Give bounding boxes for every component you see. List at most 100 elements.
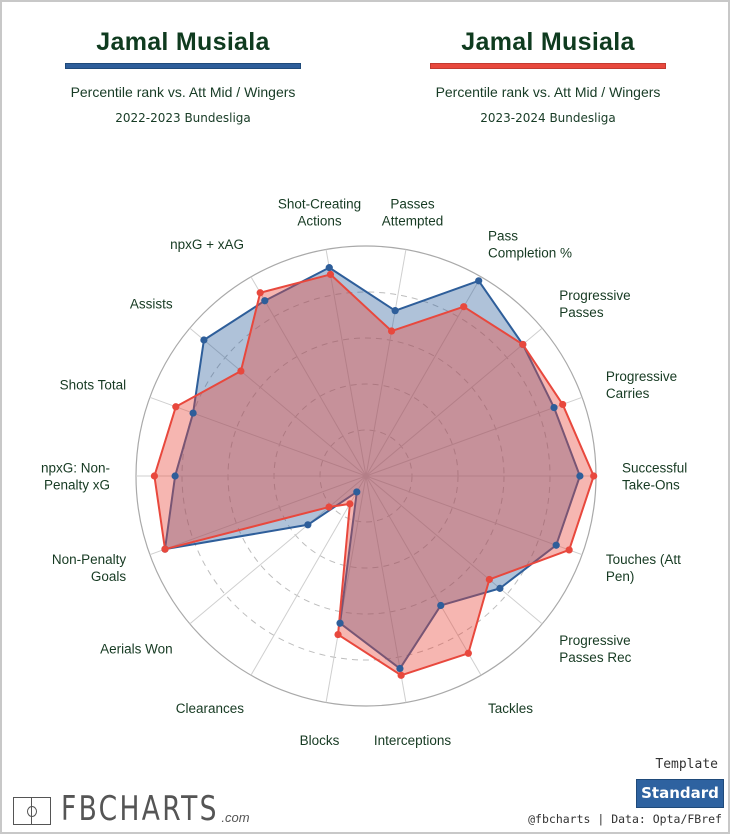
data-point bbox=[200, 336, 208, 344]
data-point bbox=[237, 367, 245, 375]
axis-spoke bbox=[365, 475, 543, 625]
axis-label: Non-Penalty Goals bbox=[52, 552, 127, 584]
axis-label-line: Touches (Att bbox=[606, 552, 681, 567]
axis-label: Touches (Att Pen) bbox=[606, 552, 681, 584]
pitch-icon bbox=[13, 797, 51, 825]
axis-spoke bbox=[189, 475, 367, 625]
right-series-color-bar bbox=[430, 63, 666, 69]
axis-spoke bbox=[250, 276, 367, 477]
axis-label-line: Aerials Won bbox=[100, 641, 173, 656]
axis-label: Shots Total bbox=[60, 377, 127, 392]
axis-label-line: Progressive bbox=[606, 369, 677, 384]
axis-label-line: Take-Ons bbox=[622, 478, 680, 493]
data-point bbox=[391, 307, 399, 315]
axis-label: Tackles bbox=[488, 701, 533, 716]
data-point bbox=[576, 472, 584, 480]
axis-spoke bbox=[365, 475, 482, 676]
axis-spoke bbox=[365, 276, 482, 477]
right-subtitle: Percentile rank vs. Att Mid / Wingers bbox=[435, 84, 661, 100]
axis-spoke bbox=[365, 327, 543, 477]
data-point bbox=[346, 500, 354, 508]
data-credit: @fbcharts | Data: Opta/FBref bbox=[528, 812, 722, 826]
data-point bbox=[261, 297, 269, 305]
axis-label-line: Pen) bbox=[606, 569, 635, 584]
axis-spoke bbox=[250, 475, 367, 676]
right-season: 2023-2024 Bundesliga bbox=[480, 111, 616, 125]
axis-label-line: Interceptions bbox=[374, 733, 452, 748]
fbcharts-logo: FBCHARTS .com bbox=[13, 789, 250, 829]
data-point bbox=[256, 289, 264, 297]
axis-label-line: npxG + xAG bbox=[170, 237, 244, 252]
axis-label: Passes Attempted bbox=[382, 197, 444, 229]
data-point bbox=[437, 601, 445, 610]
axis-label-line: Tackles bbox=[488, 701, 533, 716]
axis-label: Pass Completion % bbox=[488, 228, 572, 260]
template-standard-button[interactable]: Standard bbox=[636, 779, 724, 808]
axis-label: Clearances bbox=[176, 701, 245, 716]
axis-label-line: Successful bbox=[622, 461, 687, 476]
data-point bbox=[387, 327, 396, 335]
axis-label-line: Clearances bbox=[176, 701, 245, 716]
data-point bbox=[326, 270, 335, 279]
axis-label-line: Completion % bbox=[488, 245, 572, 260]
left-header: Jamal Musiala Percentile rank vs. Att Mi… bbox=[33, 28, 333, 125]
radar-series bbox=[150, 264, 598, 679]
axis-label: Progressive Passes bbox=[559, 288, 630, 320]
data-point bbox=[353, 488, 361, 496]
data-point bbox=[150, 472, 158, 480]
template-label: Template bbox=[655, 757, 718, 772]
axis-label-line: Passes bbox=[559, 305, 604, 320]
data-point bbox=[396, 664, 404, 673]
axis-spoke bbox=[365, 475, 407, 703]
right-header: Jamal Musiala Percentile rank vs. Att Mi… bbox=[398, 28, 698, 125]
left-subtitle: Percentile rank vs. Att Mid / Wingers bbox=[70, 84, 296, 100]
data-point bbox=[550, 403, 558, 412]
axis-spoke bbox=[325, 475, 367, 703]
data-point bbox=[519, 340, 527, 349]
axis-spoke bbox=[365, 396, 583, 477]
right-player-name: Jamal Musiala bbox=[461, 28, 635, 56]
data-point bbox=[336, 619, 344, 627]
axis-label-line: Carries bbox=[606, 386, 650, 401]
data-point bbox=[397, 671, 405, 679]
axis-label: npxG + xAG bbox=[170, 237, 244, 252]
logo-text: FBCHARTS bbox=[61, 789, 219, 829]
data-point bbox=[189, 409, 197, 417]
logo-suffix: .com bbox=[221, 810, 250, 825]
data-point bbox=[172, 403, 180, 411]
axis-label: Blocks bbox=[300, 733, 340, 748]
axis-label: Interceptions bbox=[374, 733, 452, 748]
data-point bbox=[304, 521, 312, 529]
axis-label: Progressive Carries bbox=[606, 369, 677, 401]
data-point bbox=[460, 303, 468, 311]
axis-label: Shot-Creating Actions bbox=[278, 197, 361, 229]
axis-label: npxG: Non- Penalty xG bbox=[41, 461, 110, 493]
axis-label-line: Passes Rec bbox=[559, 650, 631, 665]
axis-label-line: Pass bbox=[488, 228, 518, 243]
left-player-name: Jamal Musiala bbox=[96, 28, 270, 56]
data-point bbox=[325, 503, 333, 511]
axis-label-line: Shots Total bbox=[60, 377, 127, 392]
axis-label-line: Blocks bbox=[300, 733, 340, 748]
data-point bbox=[485, 575, 493, 584]
axis-label-line: Shot-Creating bbox=[278, 197, 361, 212]
axis-label: Aerials Won bbox=[100, 641, 173, 656]
axis-label: Progressive Passes Rec bbox=[559, 633, 631, 665]
axis-label: Successful Take-Ons bbox=[622, 461, 687, 493]
axis-spoke bbox=[149, 475, 367, 556]
data-point bbox=[325, 264, 333, 272]
data-point bbox=[334, 630, 342, 639]
axis-label-line: Attempted bbox=[382, 214, 444, 229]
left-series-color-bar bbox=[65, 63, 301, 69]
axis-label-line: Assists bbox=[130, 297, 173, 312]
axis-label-line: Penalty xG bbox=[44, 478, 110, 493]
axis-label-line: Progressive bbox=[559, 633, 630, 648]
data-point bbox=[496, 584, 504, 592]
axis-spoke bbox=[325, 249, 367, 477]
axis-spoke bbox=[365, 249, 407, 477]
data-point bbox=[559, 400, 567, 409]
data-point bbox=[161, 545, 169, 553]
